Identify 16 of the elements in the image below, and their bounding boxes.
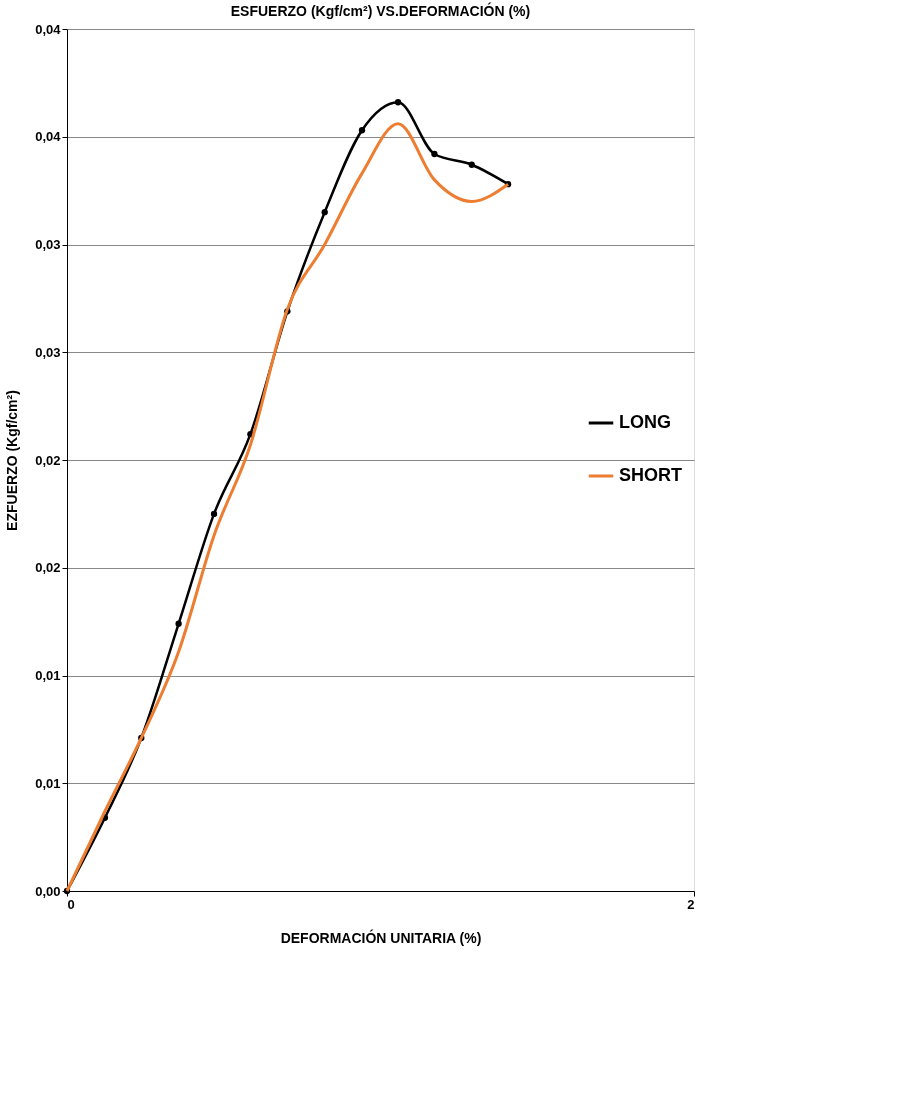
y-tick-label: 0,01: [35, 668, 61, 683]
y-tick-label: 0,04: [35, 129, 62, 145]
chart-title: ESFUERZO (Kgf/cm²) VS.DEFORMACIÓN (%): [230, 2, 531, 19]
y-tick-label: 0,02: [35, 452, 61, 468]
legend-label: SHORT: [619, 465, 682, 485]
x-axis-title: DEFORMACIÓN UNITARIA (%): [280, 928, 482, 946]
y-tick-label: 0,00: [35, 883, 61, 899]
y-tick-label: 0,03: [35, 344, 61, 360]
legend-label: LONG: [619, 412, 671, 432]
y-tick-label: 0,02: [35, 560, 61, 576]
y-tick-label: 0,03: [35, 237, 61, 252]
y-tick-label: 0,01: [35, 775, 61, 791]
x-tick-label: 0: [67, 896, 75, 912]
x-tick-label: 2: [687, 896, 695, 912]
y-axis-title: EZFUERZO (Kgf/cm²): [4, 390, 21, 531]
y-tick-label: 0,04: [35, 21, 62, 37]
